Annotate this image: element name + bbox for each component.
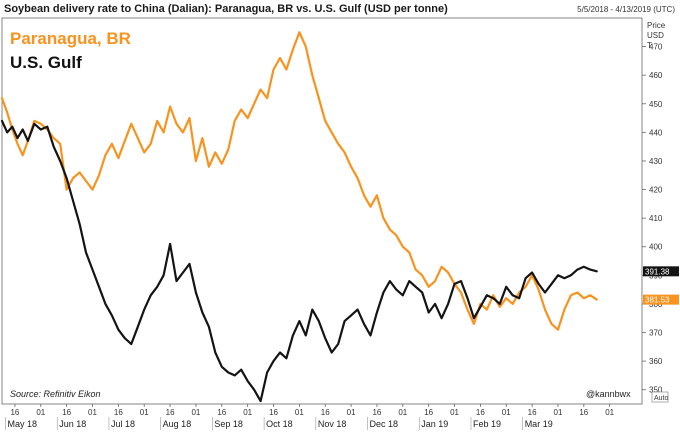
y-axis: 350360370380390400410420430440450460470 (642, 43, 663, 395)
x-axis: 16 01 16 01 16 01 16 01 16 01 16 01 16 01 16 01 16 01 16 01… (5, 404, 615, 430)
x-tick-label: 16 (217, 408, 226, 417)
x-tick-label: 16 (166, 408, 175, 417)
x-tick-label: 01 (347, 408, 356, 417)
y-tick-label: 360 (649, 357, 663, 366)
x-tick-label: 01 (88, 408, 97, 417)
month-label: May 18 (8, 419, 38, 429)
plot-frame (1, 17, 643, 405)
y-tick-label: 420 (649, 186, 663, 195)
x-tick-label: 16 (10, 408, 19, 417)
last-value-label-0: 381.53 (645, 296, 670, 305)
x-tick-label: 16 (424, 408, 433, 417)
series-line-0 (0, 31, 598, 331)
x-tick-label: 01 (554, 408, 563, 417)
x-tick-label: 16 (269, 408, 278, 417)
y-tick-label: 370 (649, 329, 663, 338)
auto-scale-label: Auto (654, 395, 669, 402)
month-label: Jun 18 (59, 419, 86, 429)
y-axis-unit-1: Price (647, 21, 666, 30)
date-range: 5/5/2018 - 4/13/2019 (UTC) (577, 5, 675, 14)
month-label: Oct 18 (266, 419, 293, 429)
month-label: Jan 19 (421, 419, 448, 429)
month-label: Aug 18 (163, 419, 192, 429)
y-tick-label: 400 (649, 243, 663, 252)
x-tick-label: 16 (321, 408, 330, 417)
auto-scale-button[interactable] (651, 391, 669, 403)
x-tick-label: 16 (579, 408, 588, 417)
month-label: Dec 18 (370, 419, 399, 429)
month-label: Sep 18 (214, 419, 243, 429)
x-tick-label: 16 (114, 408, 123, 417)
month-label: Feb 19 (473, 419, 501, 429)
month-label: Jul 18 (111, 419, 135, 429)
x-tick-label: 01 (450, 408, 459, 417)
x-tick-label: 16 (372, 408, 381, 417)
y-tick-label: 350 (649, 386, 663, 395)
x-tick-label: 01 (605, 408, 614, 417)
series-line-1 (0, 119, 598, 403)
legend-us-gulf: U.S. Gulf (10, 53, 82, 72)
chart-title: Soybean delivery rate to China (Dalian):… (4, 3, 448, 15)
x-tick-label: 01 (243, 408, 252, 417)
y-tick-label: 440 (649, 128, 663, 137)
x-tick-label: 01 (295, 408, 304, 417)
y-tick-label: 410 (649, 214, 663, 223)
y-tick-label: 460 (649, 71, 663, 80)
y-axis-unit-3: T (647, 41, 652, 50)
x-tick-label: 01 (36, 408, 45, 417)
x-tick-label: 16 (62, 408, 71, 417)
source-note: Source: Refinitiv Eikon (10, 389, 101, 399)
x-tick-label: 16 (476, 408, 485, 417)
x-tick-label: 16 (528, 408, 537, 417)
last-value-label-1: 391.38 (645, 267, 670, 276)
y-tick-label: 450 (649, 100, 663, 109)
last-value-badge-1 (643, 266, 679, 277)
y-tick-label: 430 (649, 157, 663, 166)
y-axis-unit-2: USD (647, 31, 664, 40)
legend-paranagua: Paranagua, BR (10, 29, 131, 48)
author-handle: @kannbwx (586, 389, 631, 399)
x-tick-label: 01 (398, 408, 407, 417)
x-tick-label: 01 (140, 408, 149, 417)
last-value-badge-0 (643, 294, 679, 305)
month-label: Mar 19 (525, 419, 553, 429)
month-label: Nov 18 (318, 419, 347, 429)
y-tick-label: 470 (649, 43, 663, 52)
x-tick-label: 01 (191, 408, 200, 417)
x-tick-label: 01 (502, 408, 511, 417)
series-group: 381.53 391.38 (0, 31, 679, 403)
